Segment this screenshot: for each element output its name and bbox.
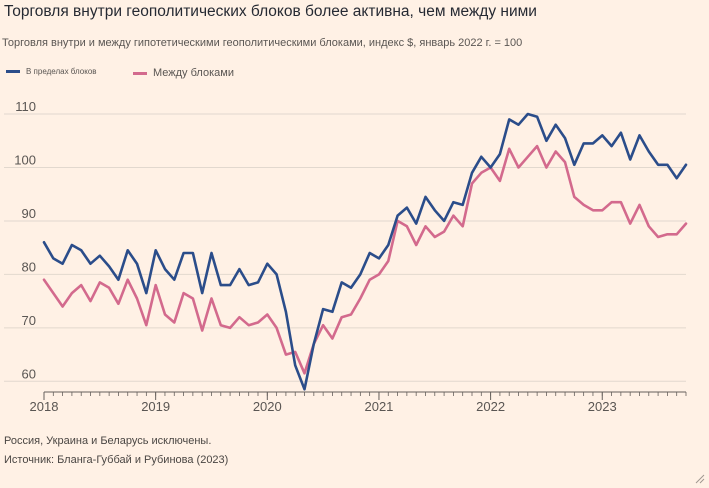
x-tick-label: 2021: [364, 399, 393, 414]
legend-swatch-between: [133, 71, 147, 75]
line-chart: 60 70 80 90 100 110 2018 2019 2020 2021 2022 2023: [4, 99, 688, 414]
legend-label-within: В пределах блоков: [26, 67, 97, 76]
resize-grip-icon[interactable]: [695, 474, 705, 484]
source-note: Источник: Бланга-Губбай и Рубинова (2023…: [4, 454, 229, 466]
x-tick-label: 2020: [253, 399, 282, 414]
x-tick-label: 2018: [30, 399, 59, 414]
y-tick-label: 70: [22, 313, 36, 328]
x-tick-label: 2023: [588, 399, 617, 414]
y-tick-label: 80: [22, 259, 36, 274]
footnote: Россия, Украина и Беларусь исключены.: [4, 435, 212, 447]
chart-subtitle: Торговля внутри и между гипотетическими …: [2, 37, 523, 49]
legend-item-within: В пределах блоков: [6, 67, 97, 76]
legend-swatch-within: [6, 70, 20, 73]
series-line-within-blocks: [42, 112, 688, 391]
x-tick-label: 2019: [141, 399, 170, 414]
y-tick-label: 90: [22, 206, 36, 221]
y-tick-label: 110: [15, 99, 36, 114]
y-tick-label: 60: [22, 366, 36, 381]
series-line-between-blocks: [42, 144, 688, 375]
y-tick-label: 100: [14, 152, 36, 167]
x-tick-label: 2022: [476, 399, 505, 414]
chart-title: Торговля внутри геополитических блоков б…: [4, 3, 537, 20]
legend-label-between: Между блоками: [153, 67, 234, 79]
legend-item-between: Между блоками: [133, 67, 234, 79]
